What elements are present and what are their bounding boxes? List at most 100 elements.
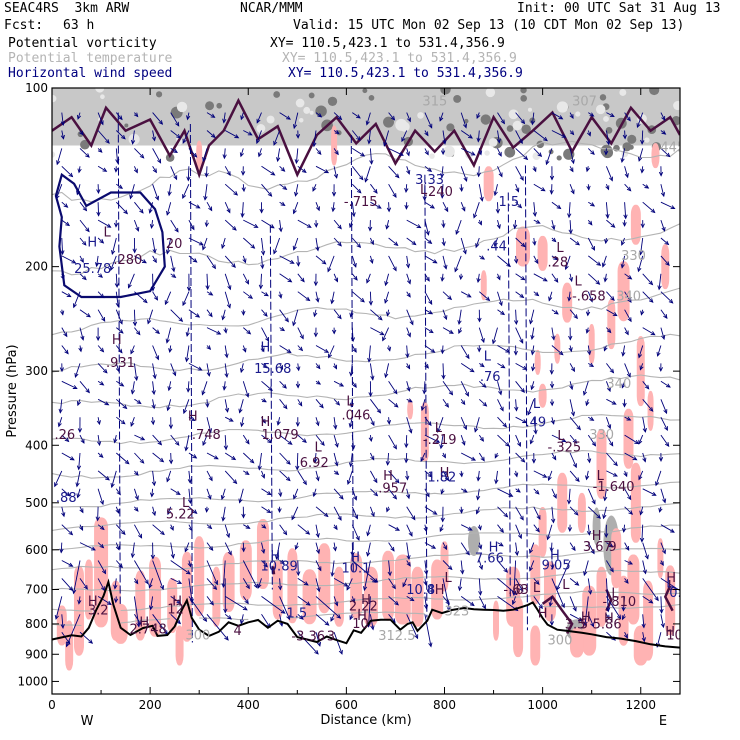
pv-label: H — [581, 610, 591, 625]
wind-vector — [622, 596, 626, 611]
wind-vector-head — [134, 506, 139, 512]
wind-vector-head — [207, 494, 212, 500]
cloud-shade-blob — [149, 556, 162, 637]
wind-vector-head — [320, 441, 325, 447]
wind-vector — [222, 506, 226, 521]
pv-shade-blob — [128, 133, 140, 145]
wind-vector-head — [444, 402, 450, 408]
wind-vector-head — [305, 601, 311, 606]
cloud-shade-blob — [272, 559, 283, 620]
wind-vector-head — [532, 212, 537, 218]
wind-vector-head — [173, 148, 178, 153]
wind-vector-head — [115, 508, 120, 514]
wind-vector-head — [190, 225, 195, 231]
wind-vector-head — [144, 579, 149, 585]
wind-vector — [497, 202, 499, 213]
wind-label: L — [484, 350, 492, 365]
wind-vector-head — [263, 292, 269, 297]
wind-vector-head — [502, 422, 508, 428]
wind-vector-head — [148, 583, 153, 589]
wind-vector — [189, 124, 193, 643]
wind-vector-head — [637, 156, 643, 162]
wind-vector — [638, 434, 644, 444]
wind-vector-head — [356, 136, 361, 141]
cloud-shade-blob — [554, 333, 561, 364]
wind-vector — [497, 291, 503, 306]
pv-shade-blob — [556, 101, 569, 113]
wind-vector — [55, 596, 63, 620]
wind-vector — [460, 166, 468, 182]
wind-vector — [478, 380, 487, 388]
wind-vector — [569, 613, 583, 621]
wind-vector — [439, 524, 444, 532]
wind-vector — [243, 291, 253, 299]
wind-vector-head — [587, 458, 592, 464]
wind-vector — [460, 345, 470, 359]
wind-vector-head — [295, 422, 300, 427]
wind-vector-head — [370, 455, 375, 461]
wind-vector — [367, 542, 371, 556]
wind-vector — [111, 237, 117, 255]
wind-vector-head — [220, 495, 225, 501]
pv-label: 12 — [167, 602, 184, 617]
theta-contour — [52, 414, 680, 445]
pv-shade-blob — [649, 88, 660, 96]
pv-shade-blob — [429, 153, 435, 159]
wind-vector-head — [204, 222, 209, 228]
wind-vector-head — [471, 456, 477, 461]
wind-vector-head — [316, 587, 321, 593]
wind-vector-head — [529, 566, 534, 572]
wind-vector — [167, 506, 172, 515]
wind-vector-head — [409, 320, 414, 326]
wind-vector — [133, 488, 139, 500]
wind-vector-head — [102, 368, 108, 374]
wind-vector — [116, 183, 123, 189]
wind-vector — [424, 345, 435, 353]
pv-shade-blob — [395, 118, 408, 131]
wind-vector-head — [182, 138, 187, 144]
wind-vector — [297, 255, 299, 266]
wind-vector — [388, 578, 396, 589]
wind-vector — [261, 327, 269, 342]
wind-vector — [149, 202, 154, 213]
wind-vector-head — [367, 357, 372, 363]
wind-vector — [351, 255, 357, 268]
wind-vector-head — [305, 530, 311, 535]
wind-vector — [242, 381, 249, 398]
wind-vector-head — [287, 278, 293, 283]
wind-vector-head — [511, 591, 517, 597]
wind-vector — [556, 560, 571, 590]
cloud-shade-blob — [382, 550, 395, 621]
wind-vector-head — [151, 136, 157, 142]
wind-vector — [385, 363, 390, 378]
wind-vector — [587, 273, 600, 285]
wind-vector — [460, 524, 473, 531]
wind-label: .76 — [480, 370, 501, 385]
wind-vector-head — [270, 171, 276, 176]
wind-vector-head — [280, 201, 286, 206]
wind-vector-head — [312, 142, 317, 148]
wind-vector-head — [511, 600, 516, 606]
wind-vector — [170, 112, 180, 127]
wind-vector — [297, 560, 299, 576]
wind-vector — [624, 202, 627, 219]
wind-vector-head — [204, 172, 209, 178]
cloud-shade-blob — [607, 299, 616, 350]
wind-vector — [261, 560, 268, 568]
wind-vector-head — [428, 300, 433, 306]
wind-vector-head — [286, 348, 292, 354]
wind-vector — [657, 345, 662, 357]
wind-vector-head — [386, 419, 392, 425]
wind-vector-head — [623, 214, 628, 220]
wind-vector-head — [76, 401, 82, 407]
wind-vector — [279, 273, 292, 283]
wind-vector — [134, 560, 149, 584]
wind-vector — [524, 165, 528, 631]
pv-label: L — [556, 241, 564, 256]
wind-vector — [460, 130, 473, 139]
wind-vector — [460, 560, 464, 574]
wind-vector-head — [370, 512, 375, 518]
wind-vector — [660, 309, 668, 319]
pv-shade-blob — [488, 137, 498, 147]
x-tick-label: 600 — [335, 698, 358, 712]
